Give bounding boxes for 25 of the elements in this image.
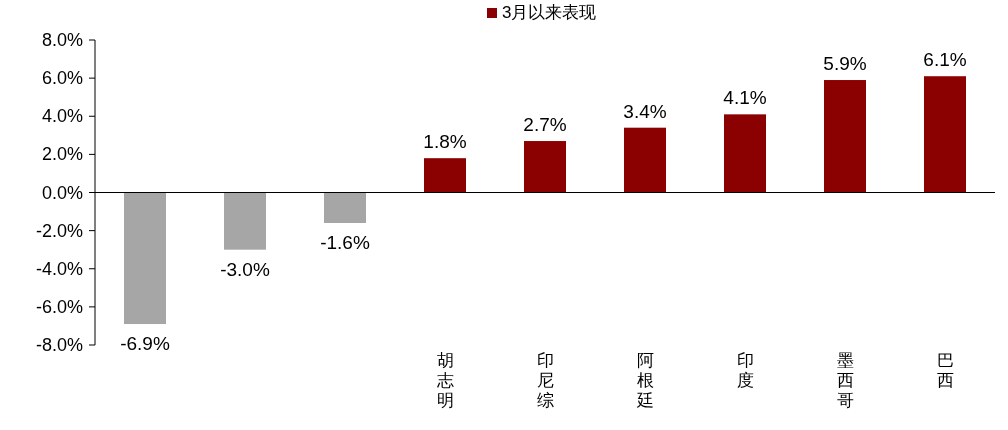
x-tick-label: 阿根廷: [635, 351, 654, 410]
data-label: -3.0%: [220, 258, 270, 280]
y-tick-label: 8.0%: [41, 30, 83, 50]
y-tick-label: 0.0%: [41, 182, 83, 203]
x-tick-label: 巴西: [936, 351, 954, 390]
data-label: 4.1%: [723, 87, 767, 109]
x-tick-label: 印度: [736, 351, 754, 390]
y-tick-label: 2.0%: [41, 144, 83, 165]
data-label: 5.9%: [823, 53, 867, 75]
x-tick-label: 印尼综: [536, 351, 554, 410]
data-label: -1.6%: [320, 232, 370, 253]
data-label: 2.7%: [523, 114, 567, 136]
data-label: 6.1%: [923, 49, 967, 71]
y-tick-label: -2.0%: [35, 220, 83, 241]
data-label: -6.9%: [120, 333, 170, 355]
y-tick-label: 4.0%: [41, 106, 83, 127]
legend-label: 3月以来表现: [502, 3, 597, 22]
y-tick-label: -8.0%: [35, 335, 83, 355]
x-tick-label: 墨西哥: [836, 351, 854, 410]
data-label: 3.4%: [623, 100, 667, 122]
x-tick-label: 胡志明: [436, 351, 454, 410]
y-tick-label: -4.0%: [35, 258, 83, 279]
y-tick-label: -6.0%: [35, 296, 83, 317]
y-tick-label: 6.0%: [41, 68, 83, 89]
data-label: 1.8%: [423, 131, 467, 153]
